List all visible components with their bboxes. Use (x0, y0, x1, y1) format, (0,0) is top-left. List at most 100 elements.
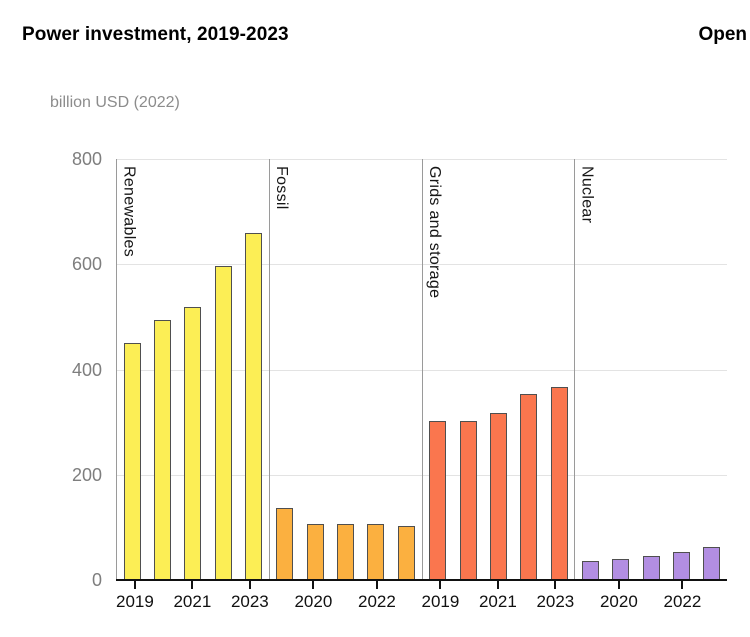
x-tick-mark-nuclear-2020 (617, 581, 620, 589)
x-slot: 2020 (294, 581, 332, 621)
bar-grids-and-storage-2021[interactable] (489, 413, 507, 580)
bar-grids-and-storage-2022[interactable] (520, 394, 538, 580)
bar-nuclear-2022[interactable] (672, 552, 690, 580)
x-tick-label-grids-and-storage-2021: 2021 (478, 592, 517, 611)
bar-slot (178, 159, 208, 580)
x-tick-label-nuclear-2022: 2022 (663, 592, 702, 611)
section-fossil: Fossil (268, 159, 422, 580)
y-axis-labels: 800 600 400 200 0 (0, 149, 102, 590)
x-slot: 2019 (421, 581, 460, 621)
bar-nuclear-2019[interactable] (581, 561, 599, 580)
section-renewables: Renewables (116, 159, 269, 580)
bar-nuclear-2023[interactable] (703, 547, 721, 580)
x-tick-label-renewables-2021: 2021 (173, 592, 212, 611)
x-tick-label-renewables-2019: 2019 (116, 592, 154, 611)
x-slot (211, 581, 231, 621)
bar-slot (361, 159, 391, 580)
bar-renewables-2021[interactable] (184, 306, 202, 580)
x-slot (517, 581, 537, 621)
x-slot (269, 581, 295, 621)
bar-nuclear-2021[interactable] (642, 556, 660, 580)
x-slot: 2022 (358, 581, 396, 621)
bar-grids-and-storage-2020[interactable] (459, 421, 477, 580)
y-tick-label-0: 0 (91, 570, 102, 590)
bar-fossil-2023[interactable] (397, 525, 415, 580)
x-slot: 2020 (600, 581, 638, 621)
bar-grids-and-storage-2019[interactable] (429, 421, 447, 580)
x-slot (574, 581, 600, 621)
y-tick-label-800: 800 (71, 149, 102, 169)
x-slot: 2021 (173, 581, 211, 621)
y-axis-unit-label: billion USD (2022) (50, 94, 180, 111)
section-label-renewables: Renewables (120, 166, 138, 258)
x-tick-mark-renewables-2021 (191, 581, 194, 589)
bar-slot (666, 159, 696, 580)
x-slot: 2019 (116, 581, 154, 621)
bar-slot (300, 159, 330, 580)
x-tick-mark-grids-and-storage-2019 (439, 581, 442, 589)
x-tick-label-grids-and-storage-2019: 2019 (421, 592, 460, 611)
x-axis-section-grids-and-storage: 2019 2021 2023 (421, 581, 574, 621)
section-grids-and-storage: Grids and storage (421, 159, 575, 580)
x-slot (701, 581, 727, 621)
bar-slot (544, 159, 574, 580)
bar-slot (270, 159, 300, 580)
y-tick-label-200: 200 (71, 464, 102, 485)
bar-slot (697, 159, 727, 580)
page-title: Power investment, 2019-2023 (22, 24, 289, 45)
bar-renewables-2020[interactable] (154, 319, 172, 580)
x-slot: 2022 (663, 581, 701, 621)
bar-slot (391, 159, 421, 580)
bar-slot (147, 159, 177, 580)
x-axis-labels: 2019 2021 2023 2020 2022 2019 2021 2023 2020 2022 (116, 581, 727, 621)
bar-fossil-2021[interactable] (337, 523, 355, 580)
x-slot (638, 581, 664, 621)
bar-slot (453, 159, 483, 580)
bar-fossil-2019[interactable] (276, 508, 294, 580)
bar-fossil-2020[interactable] (306, 523, 324, 580)
x-tick-label-grids-and-storage-2023: 2023 (536, 592, 575, 611)
bar-renewables-2019[interactable] (123, 343, 141, 580)
plot-area: Renewables Fossil Grids and storage Nuclear (116, 159, 727, 581)
x-slot: 2023 (536, 581, 574, 621)
x-slot: 2023 (231, 581, 269, 621)
bar-slot (483, 159, 513, 580)
x-slot (332, 581, 358, 621)
x-axis-line (116, 578, 727, 581)
section-label-nuclear: Nuclear (578, 166, 596, 224)
bar-slot (208, 159, 238, 580)
x-tick-label-fossil-2020: 2020 (294, 592, 333, 611)
bar-slot (514, 159, 544, 580)
bar-nuclear-2020[interactable] (612, 558, 630, 580)
x-tick-mark-nuclear-2022 (681, 581, 684, 589)
bar-sections: Renewables Fossil Grids and storage Nuclear (116, 159, 727, 580)
bar-slot (636, 159, 666, 580)
x-tick-mark-fossil-2022 (375, 581, 378, 589)
x-tick-label-renewables-2023: 2023 (230, 592, 269, 611)
x-axis-section-fossil: 2020 2022 (269, 581, 422, 621)
bar-slot (606, 159, 636, 580)
section-nuclear: Nuclear (574, 159, 727, 580)
y-tick-label-400: 400 (71, 359, 102, 380)
x-tick-mark-fossil-2020 (312, 581, 315, 589)
x-tick-label-fossil-2022: 2022 (357, 592, 396, 611)
x-tick-mark-renewables-2023 (248, 581, 251, 589)
x-tick-mark-grids-and-storage-2023 (554, 581, 557, 589)
bar-renewables-2023[interactable] (245, 233, 263, 580)
x-slot (459, 581, 479, 621)
x-slot (396, 581, 422, 621)
y-tick-label-600: 600 (71, 254, 102, 275)
bar-renewables-2022[interactable] (214, 265, 232, 580)
x-axis-section-nuclear: 2020 2022 (574, 581, 727, 621)
bar-slot (330, 159, 360, 580)
x-tick-label-nuclear-2020: 2020 (599, 592, 638, 611)
bar-grids-and-storage-2023[interactable] (550, 387, 568, 580)
x-slot (154, 581, 174, 621)
open-link[interactable]: Open (698, 24, 747, 45)
bar-fossil-2022[interactable] (367, 523, 385, 580)
section-label-fossil: Fossil (273, 166, 291, 210)
x-slot: 2021 (479, 581, 517, 621)
bar-slot (238, 159, 268, 580)
x-tick-mark-grids-and-storage-2021 (496, 581, 499, 589)
